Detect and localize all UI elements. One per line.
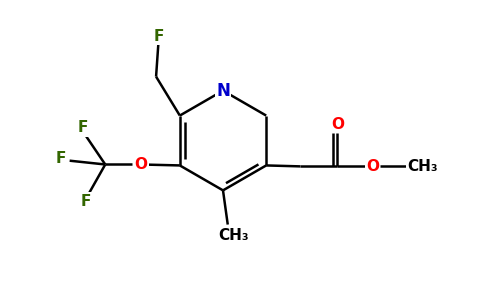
Text: O: O — [135, 157, 147, 172]
Text: CH₃: CH₃ — [218, 227, 249, 242]
Text: CH₃: CH₃ — [407, 159, 438, 174]
Text: F: F — [78, 120, 88, 135]
Text: O: O — [331, 117, 344, 132]
Text: N: N — [216, 82, 230, 100]
Text: F: F — [153, 29, 164, 44]
Text: F: F — [56, 151, 66, 166]
Text: F: F — [81, 194, 91, 208]
Text: O: O — [366, 159, 379, 174]
